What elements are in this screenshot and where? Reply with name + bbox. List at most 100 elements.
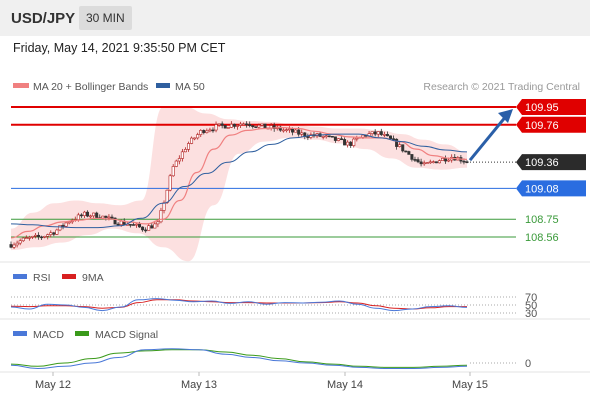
candle-body	[159, 210, 163, 223]
candle-body	[15, 242, 19, 246]
candle-body	[46, 234, 50, 237]
candle-body	[107, 216, 111, 219]
candle-body	[239, 123, 243, 126]
candle-body	[141, 226, 145, 231]
candle-body	[376, 131, 380, 135]
candle-body	[294, 129, 298, 133]
candle-body	[12, 244, 16, 248]
candle-body	[104, 215, 108, 218]
rsi-tick-50: 50	[525, 300, 537, 312]
candle-body	[321, 136, 325, 138]
candle-body	[404, 150, 408, 153]
x-tick-label: May 13	[181, 379, 217, 391]
candle-body	[272, 125, 276, 129]
candle-body	[330, 135, 334, 138]
candle-body	[462, 160, 466, 163]
level-label-108.75: 108.75	[525, 214, 559, 226]
candle-body	[147, 225, 151, 231]
candle-body	[361, 134, 365, 138]
level-tag-109.08	[516, 180, 586, 197]
candle-body	[30, 235, 34, 238]
interval-button[interactable]: 30 MIN	[79, 6, 132, 30]
symbol-title: USD/JPY	[11, 10, 76, 27]
current-price-label: 109.36	[525, 157, 559, 169]
candle-body	[43, 236, 47, 238]
candle-body	[300, 132, 304, 135]
candle-body	[343, 139, 347, 146]
candle-body	[193, 137, 197, 140]
candle-body	[388, 135, 392, 139]
candle-body	[373, 131, 377, 135]
candle-body	[49, 232, 53, 235]
candle-body	[324, 135, 328, 138]
candle-body	[385, 134, 389, 137]
candle-body	[183, 149, 187, 153]
candle-body	[52, 232, 56, 235]
candle-body	[131, 224, 135, 226]
candle-body	[82, 211, 86, 216]
projection-arrow-shaft	[468, 114, 509, 162]
candle-body	[165, 189, 169, 204]
rsi-ma-line	[10, 299, 467, 310]
chart-datetime: Friday, May 14, 2021 9:35:50 PM CET	[13, 41, 226, 55]
candle-body	[333, 136, 337, 141]
level-tag-109.76	[516, 116, 586, 133]
candle-body	[113, 217, 117, 225]
candle-body	[223, 125, 227, 129]
candle-body	[349, 141, 353, 146]
candle-body	[92, 212, 96, 217]
candle-body	[297, 129, 301, 135]
candle-body	[214, 124, 218, 131]
candle-body	[177, 158, 181, 162]
candle-body	[205, 130, 209, 133]
candle-body	[229, 123, 233, 128]
macd-signal-line	[10, 349, 468, 368]
candle-body	[251, 125, 255, 128]
rsi-line	[10, 298, 468, 312]
candle-body	[64, 222, 68, 227]
candle-body	[220, 123, 224, 126]
credit-text: Research © 2021 Trading Central	[423, 81, 580, 93]
candle-body	[79, 214, 83, 217]
candle-body	[153, 223, 157, 229]
candle-body	[156, 221, 160, 225]
level-label-108.56: 108.56	[525, 232, 559, 244]
candle-body	[116, 223, 120, 226]
candle-body	[187, 143, 191, 150]
rsi-tick-30: 30	[525, 308, 537, 320]
rsi-ma-legend-label: 9MA	[82, 272, 104, 284]
candle-body	[346, 141, 350, 146]
candle-body	[235, 125, 239, 127]
ma50-line	[10, 133, 468, 229]
candle-body	[413, 159, 417, 161]
candle-body	[202, 130, 206, 133]
rsi-ma-legend-swatch	[62, 274, 76, 279]
candle-body	[437, 160, 441, 164]
candle-body	[422, 162, 426, 165]
candle-body	[395, 138, 399, 147]
projection-arrow-head	[498, 109, 513, 123]
bollinger-band	[11, 107, 467, 262]
candle-body	[110, 216, 114, 219]
candle-body	[33, 234, 37, 237]
candle-body	[89, 215, 93, 218]
candle-body	[174, 160, 178, 167]
candle-body	[21, 237, 25, 242]
macd-legend-label: MACD	[33, 329, 64, 341]
candle-body	[416, 159, 420, 163]
candle-body	[465, 161, 469, 163]
candle-body	[431, 161, 435, 163]
candle-body	[401, 144, 405, 152]
candle-body	[428, 161, 432, 164]
candle-body	[144, 229, 148, 232]
candle-body	[168, 175, 172, 191]
candle-body	[306, 136, 310, 138]
candle-body	[101, 215, 105, 219]
ma50-legend-label: MA 50	[175, 81, 205, 93]
rsi-legend-swatch	[13, 274, 27, 279]
candle-body	[355, 137, 359, 140]
candle-body	[171, 166, 175, 177]
candle-body	[254, 126, 258, 128]
candle-body	[86, 211, 90, 217]
